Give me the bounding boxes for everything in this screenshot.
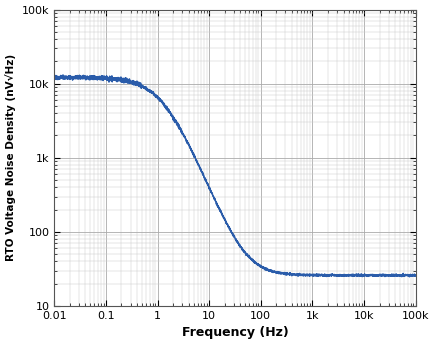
X-axis label: Frequency (Hz): Frequency (Hz) (181, 326, 288, 339)
Y-axis label: RTO Voltage Noise Density (nV√Hz): RTO Voltage Noise Density (nV√Hz) (6, 54, 16, 262)
